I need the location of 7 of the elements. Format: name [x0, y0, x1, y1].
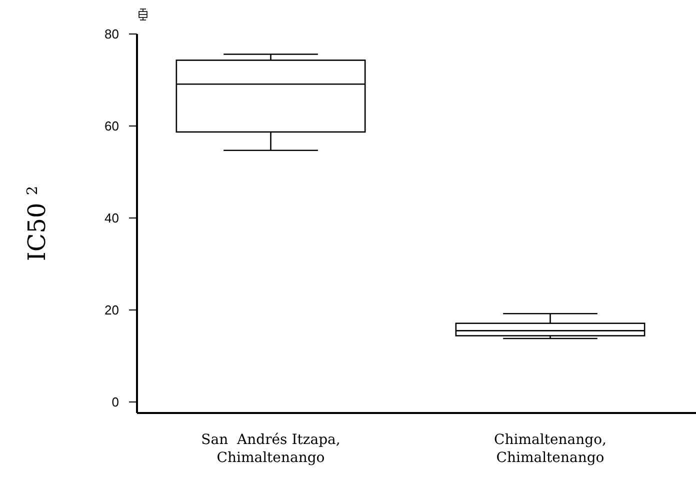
y-tick-label: 20: [104, 302, 119, 318]
y-tick-label: 80: [104, 26, 119, 42]
y-tick-label: 0: [112, 394, 119, 410]
y-tick-label: 40: [104, 210, 119, 226]
x-tick-label: Chimaltenango, Chimaltenango: [494, 432, 606, 466]
y-tick-label: 60: [104, 118, 119, 134]
x-tick-label: San Andrés Itzapa, Chimaltenango: [201, 432, 340, 466]
